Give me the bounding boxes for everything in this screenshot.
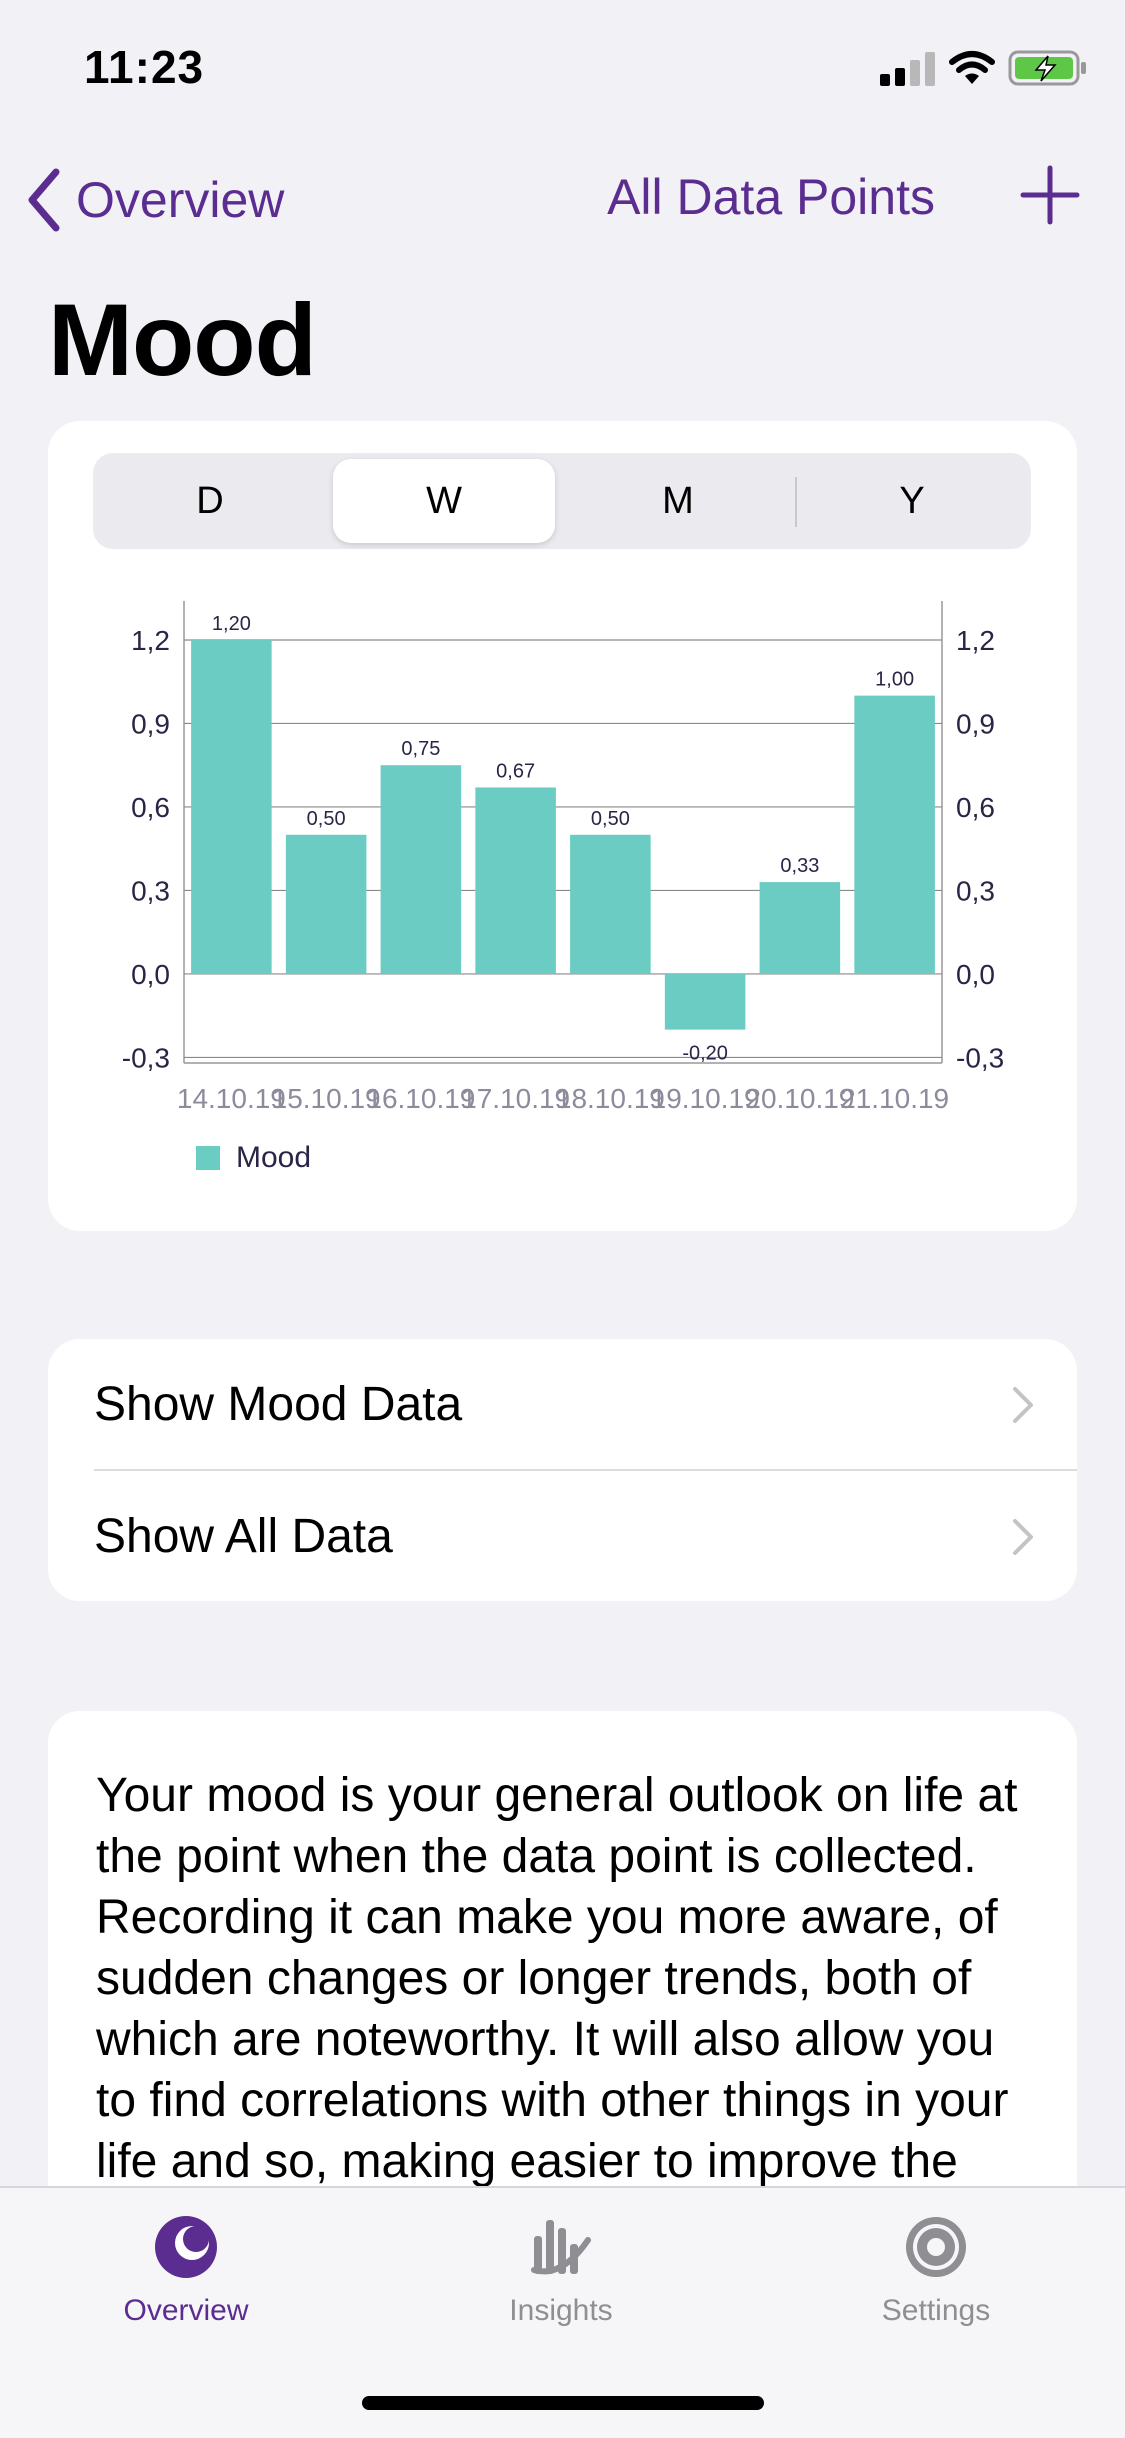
battery-charging-icon — [1008, 50, 1086, 86]
y-tick-label-left: 0,9 — [131, 708, 170, 739]
legend-label: Mood — [236, 1141, 312, 1174]
bar — [664, 973, 746, 1030]
x-tick-label: 19.10.19 — [651, 1083, 760, 1114]
y-tick-label-right: 0,3 — [956, 875, 995, 906]
tab-overview[interactable]: Overview — [56, 2214, 316, 2328]
plus-icon[interactable] — [1015, 160, 1085, 230]
bar — [380, 765, 462, 974]
bar-value-label: -0,20 — [682, 1043, 728, 1065]
segment-month-label: M — [662, 479, 694, 522]
segment-week[interactable]: W — [333, 459, 555, 543]
period-segmented-control[interactable]: D W M Y — [93, 453, 1031, 549]
bar-value-label: 0,75 — [401, 738, 440, 760]
page-title: Mood — [48, 283, 317, 397]
tab-settings-label: Settings — [881, 2294, 991, 2327]
overview-icon — [155, 2216, 217, 2278]
all-data-points-button[interactable]: All Data Points — [607, 169, 935, 225]
y-tick-label-right: 1,2 — [956, 625, 995, 656]
chart-card: D W M Y -0,3 -0,3 0,0 0,0 0,3 0,3 0,6 0,6 0,9 0,9… — [48, 421, 1077, 1231]
x-tick-label: 20.10.19 — [745, 1083, 854, 1114]
gear-icon — [906, 2217, 966, 2277]
y-tick-label-right: 0,9 — [956, 708, 995, 739]
chevron-right-icon — [1013, 1387, 1033, 1423]
bar-value-label: 1,00 — [875, 669, 914, 691]
row-divider — [94, 1469, 1077, 1471]
description-card: Your mood is your general outlook on lif… — [48, 1711, 1077, 2271]
show-mood-data-row[interactable]: Show Mood Data — [48, 1339, 1077, 1469]
x-tick-label: 16.10.19 — [366, 1083, 475, 1114]
bar-value-label: 0,67 — [496, 760, 535, 782]
y-tick-label-right: 0,6 — [956, 792, 995, 823]
bar-value-label: 1,20 — [212, 613, 251, 635]
bar — [570, 834, 651, 974]
links-card: Show Mood Data Show All Data — [48, 1339, 1077, 1601]
segment-year[interactable]: Y — [801, 459, 1023, 543]
y-tick-label-left: 0,6 — [131, 792, 170, 823]
y-tick-label-left: 0,0 — [131, 959, 170, 990]
x-tick-label: 18.10.19 — [556, 1083, 665, 1114]
back-button[interactable]: Overview — [24, 165, 284, 235]
x-tick-label: 14.10.19 — [177, 1083, 286, 1114]
show-mood-data-label: Show Mood Data — [94, 1377, 463, 1431]
status-bar: 11:23 — [0, 0, 1125, 140]
bar-value-label: 0,50 — [307, 808, 346, 830]
segment-day-label: D — [196, 479, 224, 522]
y-tick-label-left: 0,3 — [131, 875, 170, 906]
x-tick-label: 21.10.19 — [840, 1083, 949, 1114]
bar — [285, 834, 367, 974]
x-tick-label: 17.10.19 — [461, 1083, 570, 1114]
chevron-right-icon — [1013, 1519, 1033, 1555]
segment-week-label: W — [426, 479, 462, 522]
mood-description-text: Your mood is your general outlook on lif… — [96, 1769, 1018, 2188]
chevron-left-icon — [28, 168, 60, 232]
y-tick-label-right: 0,0 — [956, 959, 995, 990]
segment-divider — [795, 477, 797, 527]
status-time: 11:23 — [84, 41, 205, 93]
legend-swatch — [196, 1146, 220, 1170]
show-all-data-label: Show All Data — [94, 1509, 393, 1563]
tab-insights-label: Insights — [509, 2294, 613, 2327]
bar — [475, 787, 556, 974]
chart-legend: Mood — [196, 1141, 311, 1175]
home-indicator — [362, 2396, 764, 2410]
bar-value-label: 0,33 — [780, 855, 819, 877]
x-tick-label: 15.10.19 — [272, 1083, 381, 1114]
mood-bar-chart: -0,3 -0,3 0,0 0,0 0,3 0,3 0,6 0,6 0,9 0,9 1,2 1,2 1,… — [122, 601, 1004, 1114]
segment-day[interactable]: D — [99, 459, 321, 543]
insights-icon — [531, 2220, 591, 2275]
wifi-icon — [949, 51, 995, 84]
y-tick-label-left: 1,2 — [131, 625, 170, 656]
tab-overview-label: Overview — [123, 2294, 249, 2327]
tab-settings[interactable]: Settings — [806, 2214, 1066, 2328]
segment-month[interactable]: M — [567, 459, 789, 543]
bar — [191, 639, 272, 974]
bar — [759, 882, 841, 974]
back-button-label: Overview — [76, 172, 285, 228]
cellular-signal-icon — [880, 52, 936, 86]
y-tick-label-right: -0,3 — [956, 1042, 1004, 1073]
tab-insights[interactable]: Insights — [431, 2214, 691, 2328]
show-all-data-row[interactable]: Show All Data — [48, 1471, 1077, 1601]
segment-year-label: Y — [899, 479, 925, 522]
bar-value-label: 0,50 — [591, 808, 630, 830]
bar — [854, 695, 935, 974]
y-tick-label-left: -0,3 — [122, 1042, 170, 1073]
